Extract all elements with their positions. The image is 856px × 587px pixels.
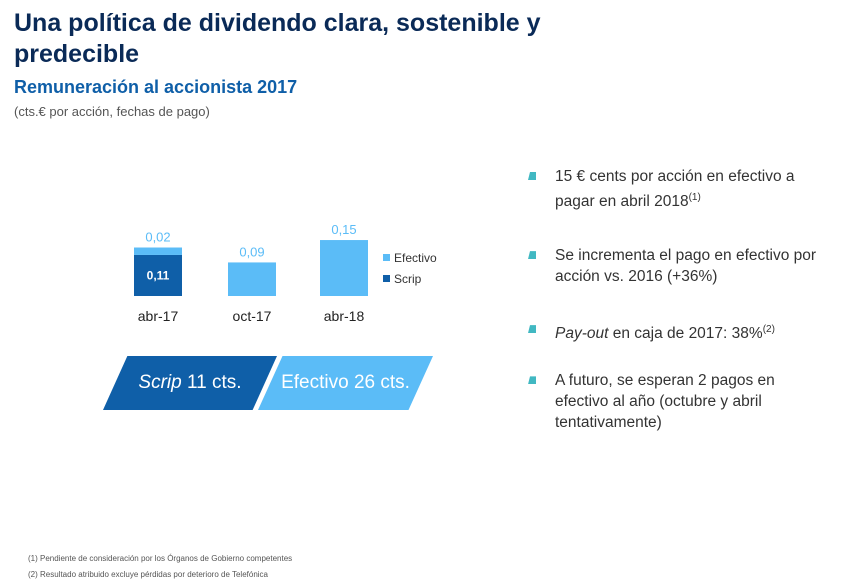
bullet-italic: Pay-out <box>555 325 609 343</box>
label-abr-17-efectivo: 0,02 <box>145 230 170 245</box>
legend-label-scrip: Scrip <box>394 272 422 286</box>
footnotes: (1) Pendiente de consideración por los Ó… <box>28 551 292 583</box>
label-abr-18-efectivo: 0,15 <box>331 222 356 237</box>
list-item: 15 € cents por acción en efectivo a paga… <box>526 166 826 212</box>
label-abr-17-scrip: 0,11 <box>147 268 170 282</box>
bar-oct-17-efectivo <box>228 262 276 296</box>
page-subtitle: Remuneración al accionista 2017 <box>14 77 298 97</box>
units-note: (cts.€ por acción, fechas de pago) <box>14 104 210 119</box>
bullet-text: en caja de 2017: 38% <box>608 325 763 343</box>
x-tick-oct-17: oct-17 <box>233 308 272 324</box>
x-tick-abr-17: abr-17 <box>138 308 179 324</box>
list-item: A futuro, se esperan 2 pagos en efectivo… <box>526 370 826 433</box>
summary-efectivo-banner: Efectivo 26 cts. <box>258 356 433 410</box>
label-oct-17-efectivo: 0,09 <box>239 244 264 259</box>
list-item: Pay-out en caja de 2017: 38%(2) <box>526 319 826 344</box>
bullet-text: A futuro, se esperan 2 pagos en efectivo… <box>555 372 775 432</box>
bullet-icon <box>528 172 536 180</box>
legend-swatch-scrip <box>383 275 390 282</box>
bullet-text: 15 € cents por acción en efectivo a paga… <box>555 168 795 211</box>
list-item: Se incrementa el pago en efectivo por ac… <box>526 245 826 287</box>
footnote-1: (1) Pendiente de consideración por los Ó… <box>28 554 293 563</box>
bar-abr-17-efectivo <box>134 247 182 255</box>
bullet-icon <box>528 376 536 385</box>
legend-label-efectivo: Efectivo <box>394 251 437 265</box>
bar-abr-18-efectivo <box>320 240 368 296</box>
summary-scrip-banner: Scrip 11 cts. <box>103 356 277 410</box>
page-title: Una política de dividendo clara, sosteni… <box>14 9 541 68</box>
summary-scrip-italic: Scrip <box>138 372 182 393</box>
bullet-text: Se incrementa el pago en efectivo por ac… <box>555 247 817 286</box>
bullet-icon <box>528 251 536 260</box>
bar-abr-17-scrip <box>134 254 182 296</box>
summary-efectivo-text: Efectivo 26 cts. <box>281 372 410 393</box>
footnote-ref: (1) <box>688 192 701 203</box>
legend-swatch-efectivo <box>383 254 390 261</box>
footnote-ref: (2) <box>762 324 775 336</box>
footnote-2: (2) Resultado atribuido excluye pérdidas… <box>28 570 268 579</box>
bullet-icon <box>528 325 536 334</box>
summary-scrip-rest: 11 cts. <box>181 372 242 393</box>
x-tick-abr-18: abr-18 <box>324 308 365 324</box>
key-points-list: 15 € cents por acción en efectivo a paga… <box>526 166 826 433</box>
